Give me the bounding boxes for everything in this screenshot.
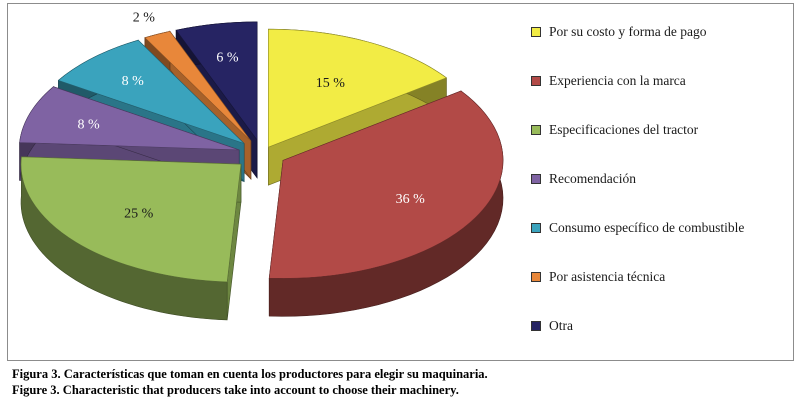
pie-slice-top-2 [20, 156, 242, 283]
legend-item-3: Recomendación [531, 169, 636, 189]
pie-slice-top-5 [144, 31, 252, 142]
pie-slice-label-6: 6 % [216, 50, 239, 65]
pie-slice-label-2: 25 % [124, 207, 154, 222]
pie-slice-label-0: 15 % [316, 76, 346, 91]
pie-slice-top-3 [19, 86, 240, 151]
legend-item-1: Experiencia con la marca [531, 71, 686, 91]
legend-swatch-2 [531, 125, 541, 135]
legend-swatch-6 [531, 321, 541, 331]
legend-swatch-5 [531, 272, 541, 282]
legend-swatch-1 [531, 76, 541, 86]
legend-label-4: Consumo específico de combustible [549, 220, 745, 235]
legend-label-5: Por asistencia técnica [549, 269, 666, 284]
legend-item-5: Por asistencia técnica [531, 267, 665, 287]
legend-label-3: Recomendación [549, 171, 636, 186]
legend-item-0: Por su costo y forma de pago [531, 22, 706, 42]
caption-english: Figure 3. Characteristic that producers … [12, 383, 459, 397]
pie-slice-top-6 [175, 21, 258, 141]
pie-slice-2 [20, 156, 242, 321]
pie-slice-top-0 [268, 28, 447, 148]
pie-slice-label-5: 2 % [133, 11, 156, 26]
pie-slice-label-3: 8 % [77, 118, 100, 133]
legend-label-6: Otra [549, 318, 573, 333]
legend-item-2: Especificaciones del tractor [531, 120, 698, 140]
legend-swatch-3 [531, 174, 541, 184]
figure-caption: Figura 3. Características que toman en c… [12, 366, 488, 398]
pie-slice-label-4: 8 % [122, 74, 145, 89]
pie-slice-1 [268, 90, 504, 317]
pie-chart: 15 % 36 % 25 % 8 % 8 % 2 % 6 % [19, 11, 504, 321]
pie-slice-top-1 [268, 90, 504, 279]
legend-item-6: Otra [531, 316, 573, 336]
legend-swatch-4 [531, 223, 541, 233]
legend-label-2: Especificaciones del tractor [549, 122, 699, 137]
pie-slice-label-1: 36 % [396, 192, 426, 207]
chart-frame: 15 % 36 % 25 % 8 % 8 % 2 % 6 % Por su costo y … [7, 3, 794, 361]
legend-item-4: Consumo específico de combustible [531, 218, 744, 238]
legend-label-1: Experiencia con la marca [549, 73, 686, 88]
legend-swatch-0 [531, 27, 541, 37]
legend-label-0: Por su costo y forma de pago [549, 24, 707, 39]
pie-slice-top-4 [57, 39, 245, 144]
caption-spanish: Figura 3. Características que toman en c… [12, 367, 488, 381]
